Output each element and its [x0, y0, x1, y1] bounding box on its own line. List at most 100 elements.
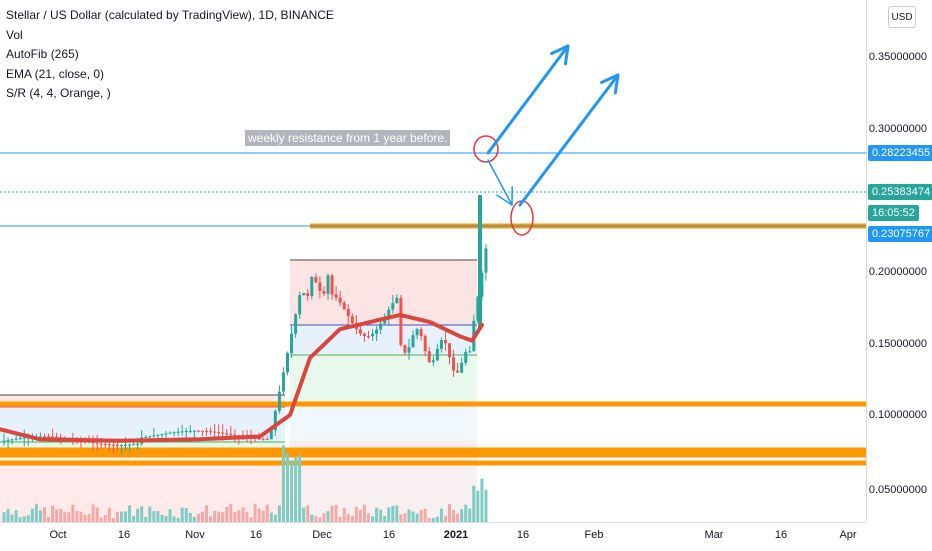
- candle-body: [205, 431, 208, 432]
- symbol-title[interactable]: Stellar / US Dollar (calculated by Tradi…: [6, 6, 334, 26]
- candle-body: [104, 444, 107, 445]
- volume-bar: [79, 512, 82, 522]
- candle-body: [221, 433, 224, 434]
- volume-bar: [395, 506, 398, 522]
- indicator-ema[interactable]: EMA (21, close, 0): [6, 65, 334, 85]
- volume-bar: [92, 504, 95, 522]
- candle-body: [124, 445, 127, 446]
- volume-bar: [35, 504, 38, 522]
- candle-body: [484, 248, 487, 272]
- volume-bar: [294, 457, 297, 522]
- time-tick: Mar: [705, 529, 724, 541]
- candle-body: [258, 438, 261, 439]
- price-tick: 0.10000000: [869, 409, 927, 421]
- time-axis[interactable]: Oct 16 Nov 16 Dec 16 2021 16 Feb Mar 16 …: [0, 522, 866, 551]
- candle-body: [152, 436, 155, 437]
- volume-bar: [152, 511, 155, 522]
- indicator-autofib[interactable]: AutoFib (265): [6, 45, 334, 65]
- candle-body: [436, 349, 439, 360]
- volume-bar: [197, 514, 200, 522]
- candle-body: [335, 294, 338, 297]
- candle-body: [416, 329, 419, 335]
- volume-bar: [120, 512, 123, 522]
- candle-body: [201, 431, 204, 432]
- candle-body: [177, 432, 180, 433]
- candle-body: [47, 436, 50, 437]
- volume-bar: [306, 505, 309, 522]
- candle-body: [399, 298, 402, 345]
- candle-body: [128, 445, 131, 446]
- volume-bar: [217, 512, 220, 522]
- candle-body: [444, 340, 447, 343]
- candle-body: [43, 436, 46, 437]
- indicator-sr[interactable]: S/R (4, 4, Orange, ): [6, 84, 334, 104]
- candle-body: [310, 277, 313, 296]
- time-tick: Dec: [312, 529, 332, 541]
- candle-body: [112, 445, 115, 446]
- volume-bar: [278, 505, 281, 522]
- user-drawings: [474, 46, 618, 235]
- price-axis[interactable]: 0.35000000 0.30000000 0.20000000 0.15000…: [866, 0, 932, 522]
- chart-canvas[interactable]: Stellar / US Dollar (calculated by Tradi…: [0, 0, 866, 522]
- volume-bar: [148, 506, 151, 522]
- candle-body: [440, 340, 443, 349]
- candle-body: [286, 353, 289, 372]
- candle-body: [156, 435, 159, 436]
- volume-bar: [189, 513, 192, 522]
- candle-body: [225, 433, 228, 434]
- candle-body: [327, 275, 330, 293]
- volume-bar: [254, 504, 257, 522]
- volume-bar: [375, 508, 378, 522]
- volume-bar: [456, 514, 459, 522]
- price-tick: 0.15000000: [869, 338, 927, 350]
- volume-bar: [468, 508, 471, 522]
- candle-body: [408, 347, 411, 352]
- volume-bar: [43, 507, 46, 522]
- candle-body: [456, 371, 459, 373]
- candle-body: [270, 430, 273, 439]
- candle-body: [266, 439, 269, 440]
- candle-body: [363, 334, 366, 336]
- target-arrow-1: [488, 46, 568, 153]
- candle-body: [448, 343, 451, 357]
- volume-bar: [270, 513, 273, 522]
- volume-bar: [408, 509, 411, 522]
- volume-bar: [27, 515, 30, 522]
- volume-bar: [282, 445, 285, 522]
- volume-bar: [484, 490, 487, 522]
- volume-bar: [59, 509, 62, 522]
- volume-bar: [424, 509, 427, 522]
- candle-body: [96, 443, 99, 444]
- candle-body: [144, 437, 147, 438]
- volume-bar: [39, 510, 42, 522]
- pullback-arrow: [488, 160, 512, 205]
- volume-bar: [160, 515, 163, 522]
- candle-body: [371, 334, 374, 336]
- indicator-vol[interactable]: Vol: [6, 26, 334, 46]
- candle-body: [100, 443, 103, 444]
- autofib-zones: [0, 260, 477, 522]
- volume-bar: [480, 479, 483, 522]
- candle-body: [318, 282, 321, 291]
- volume-bar: [229, 504, 232, 522]
- chart-legend: Stellar / US Dollar (calculated by Tradi…: [6, 6, 334, 104]
- currency-button[interactable]: USD: [888, 6, 916, 28]
- volume-bar: [51, 506, 54, 522]
- volume-bar: [201, 512, 204, 522]
- volume-bar: [327, 511, 330, 522]
- text-annotation[interactable]: weekly resistance from 1 year before.: [245, 130, 450, 146]
- fib-zone: [290, 260, 477, 325]
- volume-bar: [343, 508, 346, 522]
- candle-body: [347, 309, 350, 316]
- candle-body: [395, 298, 398, 303]
- volume-bar: [241, 507, 244, 522]
- candle-body: [428, 351, 431, 362]
- time-tick: 16: [383, 529, 395, 541]
- volume-bar: [124, 511, 127, 522]
- volume-bar: [31, 509, 34, 522]
- candle-body: [189, 431, 192, 432]
- volume-bar: [420, 510, 423, 522]
- volume-bar: [298, 455, 301, 522]
- red-circle-top: [474, 136, 498, 162]
- candle-body: [464, 352, 467, 363]
